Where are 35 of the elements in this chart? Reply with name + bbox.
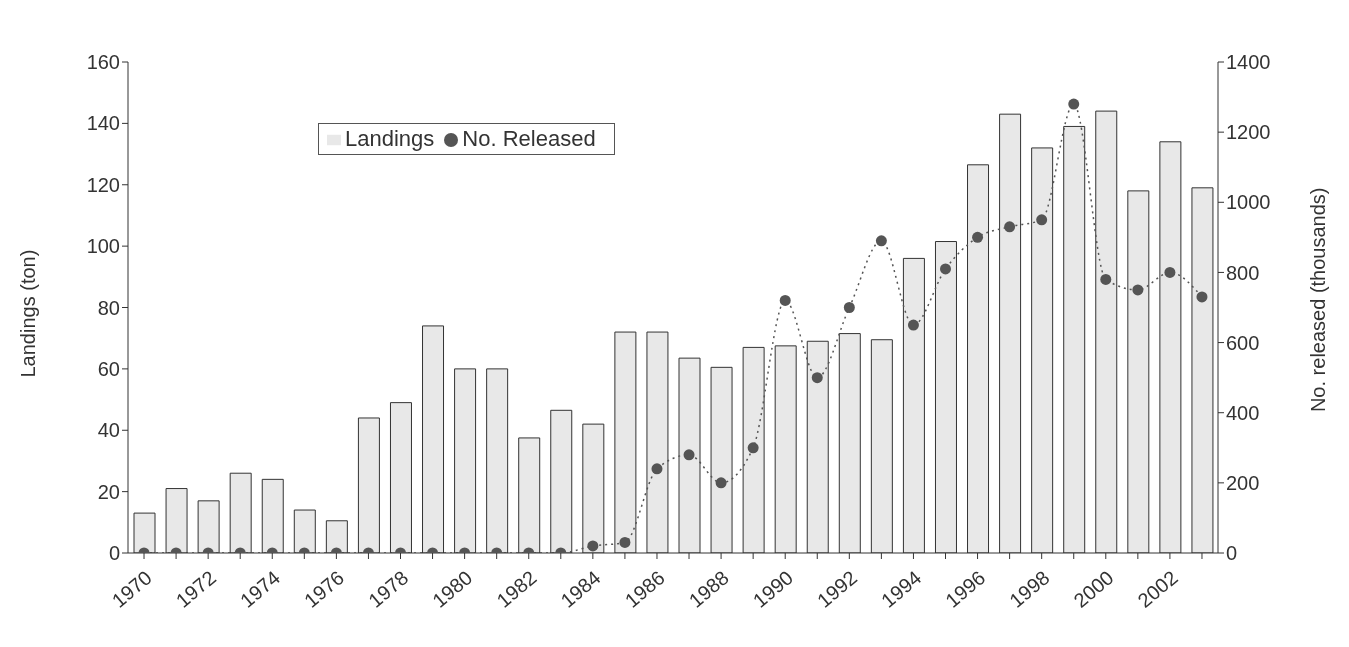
point (779, 294, 791, 306)
point (1068, 98, 1080, 110)
y-tick-label: 100 (86, 235, 120, 258)
point (1196, 291, 1208, 303)
y-tick-label: 60 (97, 357, 120, 380)
point (1100, 273, 1112, 285)
point (843, 302, 855, 313)
y2-axis-title: No. released (thousands) (1307, 187, 1330, 413)
y2-tick-label: 1400 (1226, 51, 1271, 74)
legend-label: Landings (345, 126, 435, 151)
legend-label: No. Released (462, 126, 596, 151)
y-tick-label: 120 (86, 173, 120, 196)
y2-tick-label: 1000 (1226, 191, 1271, 214)
y-tick-label: 0 (108, 542, 120, 565)
point (1004, 221, 1016, 233)
point (907, 319, 919, 331)
y2-tick-label: 800 (1226, 261, 1260, 284)
point (1132, 284, 1144, 296)
y-tick-label: 40 (97, 419, 120, 442)
y2-tick-label: 0 (1226, 542, 1238, 565)
point (1036, 214, 1048, 226)
y-axis-title: Landings (ton) (17, 249, 40, 378)
y2-tick-label: 400 (1226, 401, 1260, 424)
y2-tick-label: 200 (1226, 471, 1260, 494)
y-tick-label: 160 (86, 51, 120, 74)
y-tick-label: 20 (97, 480, 120, 503)
y2-tick-label: 1200 (1226, 121, 1271, 144)
point (875, 235, 887, 247)
point (811, 372, 823, 384)
y-tick-label: 80 (97, 296, 120, 319)
point (972, 231, 984, 243)
point (1164, 266, 1176, 278)
y2-tick-label: 600 (1226, 331, 1260, 354)
point (940, 263, 951, 275)
y-tick-label: 140 (86, 112, 120, 135)
